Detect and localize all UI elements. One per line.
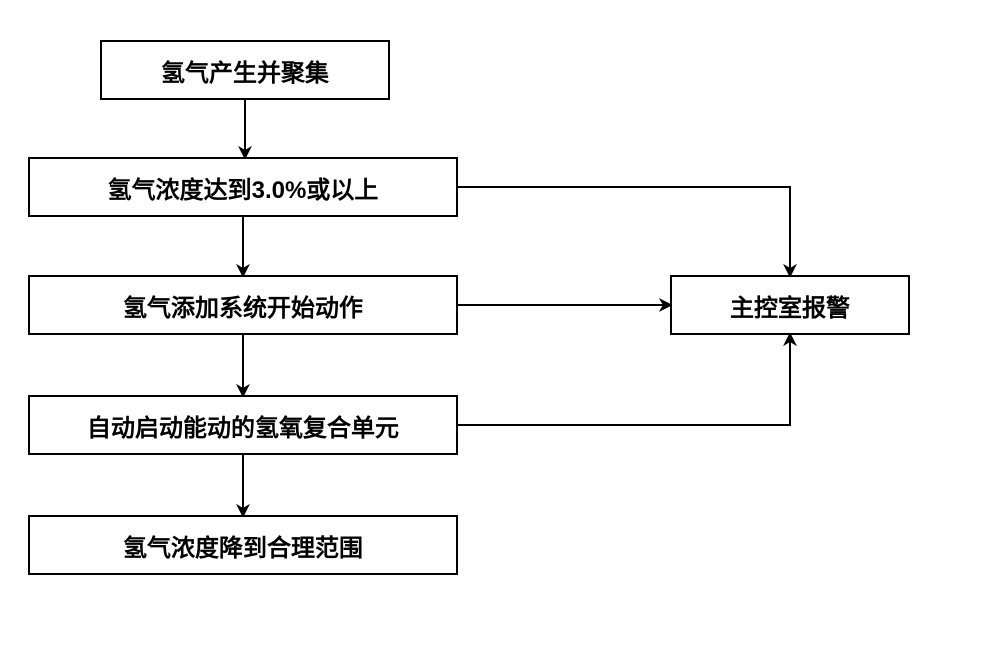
flowchart-node-n3: 氢气添加系统开始动作 — [28, 275, 458, 335]
flowchart-node-n2: 氢气浓度达到3.0%或以上 — [28, 157, 458, 217]
flowchart-node-label: 氢气产生并聚集 — [161, 53, 329, 88]
flowchart-node-n4: 自动启动能动的氢氧复合单元 — [28, 395, 458, 455]
flowchart-canvas: 氢气产生并聚集氢气浓度达到3.0%或以上氢气添加系统开始动作自动启动能动的氢氧复… — [0, 0, 1000, 652]
flowchart-node-n5: 氢气浓度降到合理范围 — [28, 515, 458, 575]
flowchart-node-label: 自动启动能动的氢氧复合单元 — [87, 408, 399, 443]
flowchart-node-label: 氢气浓度达到3.0%或以上 — [108, 170, 379, 205]
flowchart-node-n1: 氢气产生并聚集 — [100, 40, 390, 100]
flowchart-node-label: 主控室报警 — [730, 288, 850, 323]
flowchart-node-label: 氢气添加系统开始动作 — [123, 288, 363, 323]
flowchart-node-label: 氢气浓度降到合理范围 — [123, 528, 363, 563]
flowchart-node-n6: 主控室报警 — [670, 275, 910, 335]
